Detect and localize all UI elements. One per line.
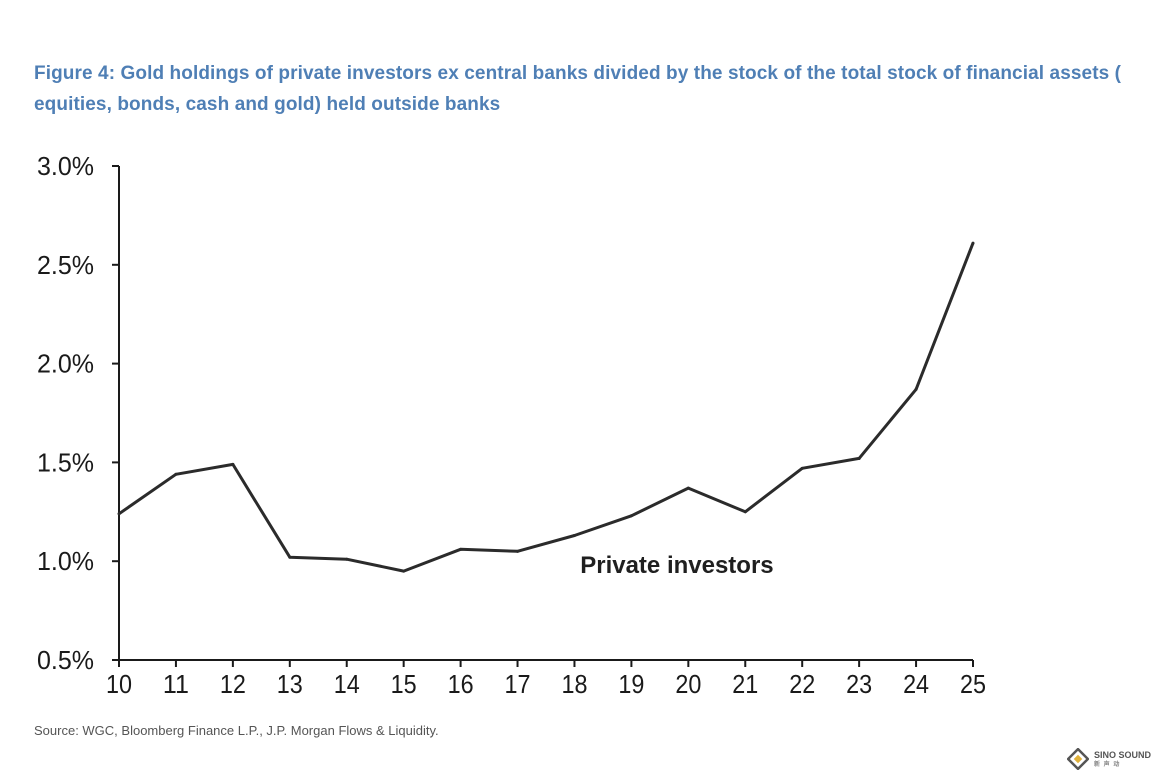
data-point <box>686 486 690 490</box>
x-tick-label: 16 <box>448 669 474 699</box>
x-tick-label: 19 <box>618 669 644 699</box>
y-axis-ticks: 0.5% 1.0% 1.5% 2.0% 2.5% 3.0% <box>37 151 119 675</box>
x-tick-label: 13 <box>277 669 303 699</box>
y-tick-label: 1.5% <box>37 447 94 477</box>
x-tick-label: 11 <box>163 669 189 699</box>
x-tick-label: 10 <box>106 669 132 699</box>
x-tick-label: 22 <box>789 669 815 699</box>
data-point <box>971 241 975 245</box>
x-tick-label: 24 <box>903 669 929 699</box>
data-point <box>743 510 747 514</box>
source-note: Source: WGC, Bloomberg Finance L.P., J.P… <box>34 723 439 738</box>
chart-title: Figure 4: Gold holdings of private inves… <box>34 63 1122 115</box>
y-tick-label: 3.0% <box>37 151 94 181</box>
y-tick-label: 1.0% <box>37 546 94 576</box>
x-tick-label: 20 <box>675 669 701 699</box>
data-point <box>174 472 178 476</box>
data-point <box>345 557 349 561</box>
sino-sound-logo: SINO SOUND 新 声 动 <box>1066 748 1151 770</box>
logo-text: SINO SOUND <box>1093 749 1151 760</box>
x-tick-label: 25 <box>960 669 986 699</box>
y-tick-label: 0.5% <box>37 645 94 675</box>
x-tick-label: 15 <box>391 669 417 699</box>
x-tick-label: 12 <box>220 669 246 699</box>
data-point <box>800 466 804 470</box>
data-point <box>914 387 918 391</box>
data-point <box>231 462 235 466</box>
logo-subtext: 新 声 动 <box>1093 761 1121 768</box>
data-point <box>629 514 633 518</box>
x-tick-label: 17 <box>505 669 531 699</box>
x-tick-label: 18 <box>561 669 587 699</box>
data-point <box>572 534 576 538</box>
x-tick-label: 21 <box>732 669 758 699</box>
chart-annotations: Private investors <box>580 552 773 579</box>
x-tick-label: 14 <box>334 669 360 699</box>
data-point <box>459 547 463 551</box>
data-point <box>516 549 520 553</box>
data-point <box>288 555 292 559</box>
diamond-logo-icon <box>1066 748 1089 770</box>
x-tick-label: 23 <box>846 669 872 699</box>
x-axis-ticks: 10 11 12 13 14 15 16 17 18 19 20 21 22 23 24 25 <box>106 660 986 699</box>
chart-series <box>117 241 975 573</box>
series-line-private-investors <box>118 242 975 573</box>
data-point <box>857 456 861 460</box>
series-label-annotation: Private investors <box>580 552 773 579</box>
y-tick-label: 2.5% <box>37 250 94 280</box>
chart-axes <box>118 166 973 661</box>
data-point <box>117 512 121 516</box>
y-tick-label: 2.0% <box>37 349 94 379</box>
data-point <box>402 569 406 573</box>
